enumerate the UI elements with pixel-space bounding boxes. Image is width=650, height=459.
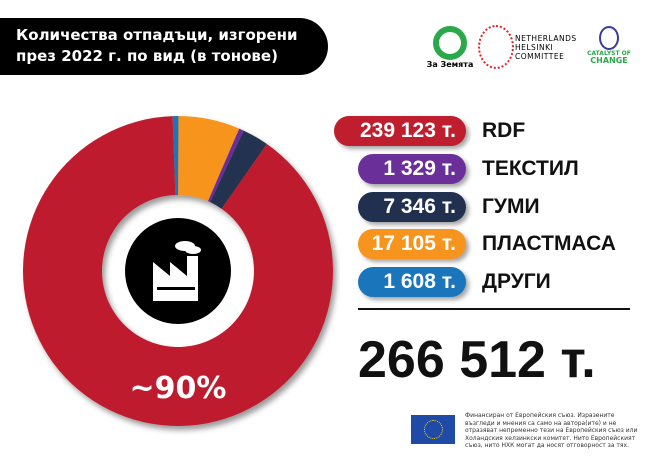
eu-flag-icon [411, 415, 455, 444]
legend-value-pill: 1 608 т. [358, 267, 466, 297]
legend-value-pill: 1 329 т. [358, 154, 466, 184]
nhc-line: HELSINKI [515, 43, 554, 52]
legend-label: ГУМИ [482, 195, 540, 218]
legend-label: ПЛАСТМАСА [482, 232, 616, 255]
eu-disclaimer: Финансиран от Европейския съюз. Изразени… [465, 412, 638, 449]
catalyst-icon [599, 26, 619, 50]
divider [358, 308, 630, 310]
slice-текстил [208, 128, 244, 203]
legend-label: ДРУГИ [482, 270, 551, 293]
legend-value-pill: 239 123 т. [334, 116, 466, 146]
title-line-1: Количества отпадъци, изгорени [16, 26, 298, 44]
green-ring-icon [433, 26, 467, 60]
slice-гуми [210, 130, 267, 209]
za-zemyata-text: За Земята [426, 60, 474, 69]
nhc-line: COMMITTEE [515, 52, 565, 61]
slice-rdf [22, 116, 333, 426]
donut-chart: ~90% [22, 116, 333, 426]
catalyst-logo: CATALYST OF CHANGE [582, 26, 636, 65]
chart-title: Количества отпадъци, изгорени през 2022 … [0, 18, 328, 75]
nhc-dots-icon [478, 25, 514, 69]
percent-annotation: ~90% [130, 371, 227, 406]
legend-label: ТЕКСТИЛ [482, 157, 579, 180]
slice-други [172, 116, 179, 196]
title-line-2: през 2022 г. по вид (в тонове) [16, 47, 278, 65]
legend-label: RDF [482, 119, 526, 142]
slice-пластмаса [178, 116, 240, 202]
catalyst-line: CHANGE [590, 56, 628, 65]
total-value: 266 512 т. [358, 331, 596, 389]
factory-icon [153, 241, 201, 301]
legend-value-pill: 7 346 т. [358, 192, 466, 222]
nhc-line: NETHERLANDS [515, 34, 577, 43]
nhc-logo: NETHERLANDS HELSINKI COMMITTEE [515, 34, 577, 61]
legend-value-pill: 17 105 т. [358, 229, 466, 259]
za-zemyata-logo: За Земята [425, 26, 475, 69]
catalyst-line: CATALYST OF [587, 50, 631, 57]
